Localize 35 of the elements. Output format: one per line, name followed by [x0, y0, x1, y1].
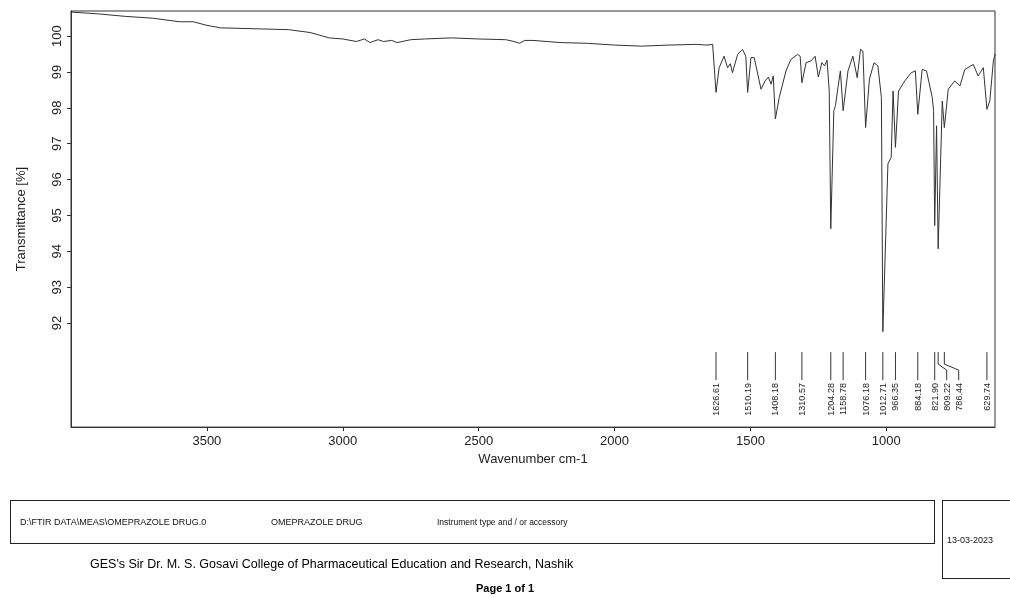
x-tick-label: 1000 [871, 433, 901, 449]
x-tick-label: 3500 [192, 433, 222, 449]
y-tick-label: 95 [49, 208, 64, 223]
y-tick-label: 98 [49, 100, 64, 116]
annotation: 786.44 [953, 383, 964, 411]
annotation: 809.22 [941, 383, 952, 411]
y-tick-label: 100 [49, 25, 64, 47]
annotation: 966.35 [890, 383, 901, 411]
annotation: 821.90 [929, 383, 940, 411]
x-tick-label: 1500 [735, 433, 765, 449]
info-box: D:\FTIR DATA\MEAS\OMEPRAZOLE DRUG.0 OMEPRAZOLE DRUG Instrument type and / or accessory [10, 500, 935, 544]
text: Page 1 of 1 [474, 582, 536, 594]
x-tick-label: 2500 [464, 433, 494, 449]
y-tick-label: 96 [49, 172, 64, 187]
x-tick-label: 2000 [600, 433, 629, 449]
annotation: 1408.18 [770, 383, 781, 416]
y-tick-label: 94 [49, 244, 64, 259]
x-tick-label: 3000 [328, 433, 358, 449]
y-tick-label: 92 [49, 315, 64, 331]
annotation: 1204.28 [825, 383, 836, 416]
annotation: 1310.57 [796, 383, 807, 416]
y-tick-label: 93 [49, 279, 64, 295]
y-tick-label: 97 [49, 136, 64, 151]
annotation: 1510.19 [742, 383, 753, 416]
text: GES's Sir Dr. M. S. Gosavi College of Pharmaceutical Education and Research, Nashik [90, 557, 574, 571]
y-tick-label: 99 [49, 64, 64, 80]
annotation: 1626.61 [711, 383, 721, 416]
annotation: 1012.71 [877, 383, 888, 416]
annotation: 1158.78 [838, 383, 849, 415]
x-axis-title: Wavenumber cm-1 [478, 451, 588, 466]
annotation: 629.74 [981, 383, 992, 411]
annotation: 884.18 [912, 383, 923, 411]
annotation: 1076.18 [860, 383, 871, 416]
y-axis-title: Transmittance [%] [13, 166, 28, 272]
date-box: 13-03-2023 [942, 500, 1010, 579]
